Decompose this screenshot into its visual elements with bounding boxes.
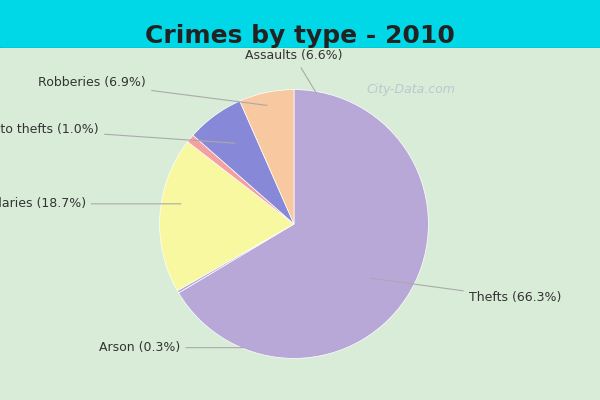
Wedge shape: [160, 142, 294, 291]
Text: Assaults (6.6%): Assaults (6.6%): [245, 50, 343, 94]
Text: Burglaries (18.7%): Burglaries (18.7%): [0, 197, 181, 210]
Wedge shape: [240, 90, 294, 224]
Text: City-Data.com: City-Data.com: [367, 83, 455, 96]
Wedge shape: [188, 135, 294, 224]
Text: Thefts (66.3%): Thefts (66.3%): [371, 278, 561, 304]
Text: Crimes by type - 2010: Crimes by type - 2010: [145, 24, 455, 48]
Wedge shape: [193, 101, 294, 224]
Text: Robberies (6.9%): Robberies (6.9%): [38, 76, 267, 105]
Wedge shape: [179, 90, 428, 358]
Text: Auto thefts (1.0%): Auto thefts (1.0%): [0, 124, 235, 143]
Text: Arson (0.3%): Arson (0.3%): [99, 341, 244, 354]
Wedge shape: [178, 224, 294, 293]
